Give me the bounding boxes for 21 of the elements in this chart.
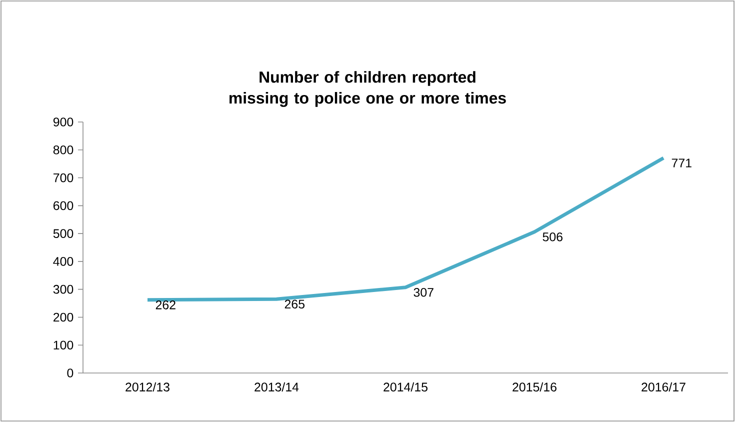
y-tick-label: 300 — [53, 284, 74, 294]
y-tick-label: 800 — [53, 145, 74, 154]
y-tick-label: 900 — [53, 118, 74, 126]
y-tick-label: 600 — [53, 201, 74, 210]
y-tick-label: 700 — [54, 173, 74, 182]
x-tick-label: 2014/15 — [384, 382, 428, 392]
x-tick-label: 2012/13 — [126, 382, 170, 392]
y-tick-label: 500 — [53, 229, 74, 238]
x-tick-label: 2013/14 — [254, 382, 299, 392]
data-label: 771 — [672, 158, 692, 168]
x-tick-label: 2015/16 — [512, 382, 556, 392]
y-tick-label: 400 — [53, 257, 74, 266]
x-tick-label: 2016/17 — [642, 382, 686, 392]
y-tick-label: 0 — [67, 368, 74, 378]
data-label: 307 — [414, 288, 434, 297]
chart-title: Number of children reported missing to police one or more times — [229, 71, 506, 107]
data-label: 265 — [284, 300, 305, 309]
y-tick-label: 200 — [53, 312, 74, 322]
y-tick-label: 100 — [54, 340, 74, 350]
data-label: 262 — [156, 300, 176, 310]
data-label: 506 — [542, 232, 562, 242]
